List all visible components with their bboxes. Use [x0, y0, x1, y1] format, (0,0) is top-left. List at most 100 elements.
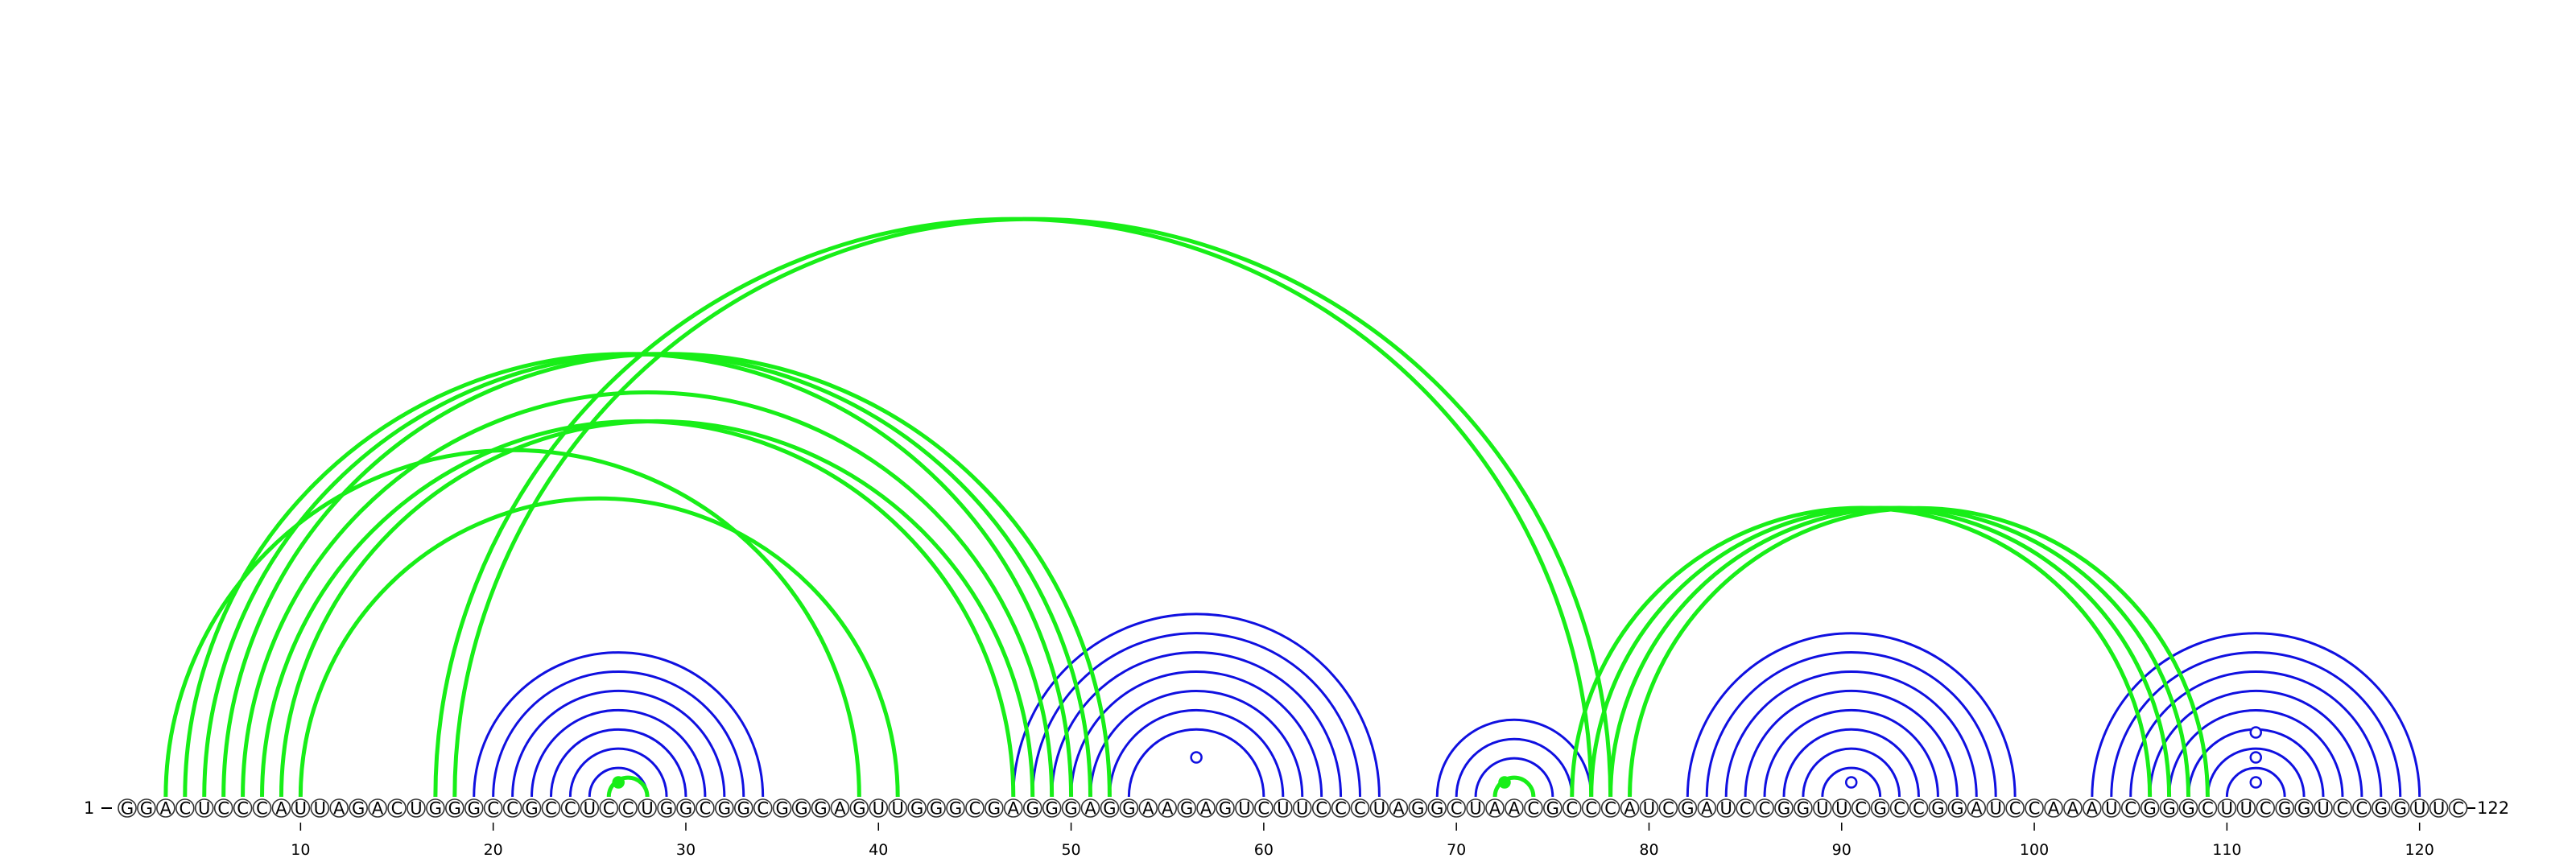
- base-44: G: [947, 799, 964, 819]
- arc-marker-3: [1846, 778, 1856, 788]
- base-21: C: [504, 799, 522, 819]
- svg-text:G: G: [1411, 799, 1424, 819]
- svg-text:C: C: [217, 799, 229, 819]
- base-42: G: [908, 799, 926, 819]
- svg-text:G: G: [852, 799, 865, 819]
- base-30: G: [677, 799, 695, 819]
- svg-text:U: U: [2413, 799, 2425, 819]
- base-106: G: [2141, 799, 2159, 819]
- base-68: G: [1409, 799, 1426, 819]
- base-114: G: [2295, 799, 2313, 819]
- svg-text:C: C: [1335, 799, 1347, 819]
- base-33: G: [735, 799, 753, 819]
- svg-text:G: G: [1122, 799, 1135, 819]
- svg-text:C: C: [2124, 799, 2136, 819]
- base-79: A: [1621, 799, 1639, 819]
- base-17: G: [427, 799, 444, 819]
- svg-text:U: U: [1835, 799, 1847, 819]
- svg-text:G: G: [1064, 799, 1077, 819]
- base-14: A: [369, 799, 386, 819]
- svg-text:G: G: [930, 799, 943, 819]
- svg-text:U: U: [1990, 799, 2002, 819]
- base-117: C: [2353, 799, 2371, 819]
- base-72: A: [1486, 799, 1504, 819]
- base-37: G: [811, 799, 829, 819]
- arc-marker-2: [1191, 753, 1202, 763]
- base-19: G: [465, 799, 483, 819]
- svg-text:C: C: [1585, 799, 1597, 819]
- svg-text:C: C: [2452, 799, 2464, 819]
- arcs-layer: [166, 219, 2420, 797]
- svg-text:G: G: [352, 799, 365, 819]
- svg-text:U: U: [295, 799, 307, 819]
- svg-text:G: G: [2297, 799, 2310, 819]
- base-105: C: [2122, 799, 2140, 819]
- svg-text:G: G: [429, 799, 442, 819]
- svg-text:U: U: [1277, 799, 1289, 819]
- base-60: C: [1255, 799, 1273, 819]
- base-104: U: [2103, 799, 2120, 819]
- base-55: A: [1158, 799, 1176, 819]
- base-22: G: [523, 799, 541, 819]
- svg-text:C: C: [2356, 799, 2368, 819]
- tick-label-10: 10: [291, 841, 310, 858]
- svg-text:G: G: [1681, 799, 1694, 819]
- base-81: C: [1659, 799, 1677, 819]
- base-18: G: [446, 799, 464, 819]
- svg-text:G: G: [1797, 799, 1810, 819]
- base-31: C: [696, 799, 714, 819]
- base-66: U: [1370, 799, 1388, 819]
- svg-text:A: A: [1008, 799, 1020, 819]
- arc-marker-1: [1499, 778, 1509, 788]
- svg-text:G: G: [1103, 799, 1116, 819]
- svg-text:G: G: [2394, 799, 2407, 819]
- base-102: A: [2064, 799, 2082, 819]
- base-9: A: [272, 799, 290, 819]
- svg-text:G: G: [949, 799, 962, 819]
- svg-text:U: U: [1643, 799, 1655, 819]
- svg-text:U: U: [1816, 799, 1828, 819]
- base-84: U: [1717, 799, 1735, 819]
- svg-text:C: C: [256, 799, 268, 819]
- base-110: U: [2218, 799, 2235, 819]
- svg-text:G: G: [2278, 799, 2291, 819]
- svg-text:G: G: [1931, 799, 1944, 819]
- base-32: G: [716, 799, 733, 819]
- base-69: G: [1428, 799, 1446, 819]
- svg-text:G: G: [2162, 799, 2175, 819]
- arc-marker-5: [2251, 753, 2261, 763]
- svg-text:U: U: [1238, 799, 1250, 819]
- base-113: G: [2276, 799, 2293, 819]
- base-23: C: [542, 799, 559, 819]
- svg-text:U: U: [584, 799, 596, 819]
- svg-text:G: G: [1777, 799, 1790, 819]
- base-29: G: [658, 799, 675, 819]
- base-93: C: [1891, 799, 1909, 819]
- svg-text:G: G: [814, 799, 827, 819]
- base-13: G: [349, 799, 367, 819]
- end-label: 122: [2477, 798, 2509, 818]
- svg-text:U: U: [2240, 799, 2252, 819]
- svg-text:G: G: [910, 799, 923, 819]
- base-48: G: [1024, 799, 1042, 819]
- base-90: U: [1833, 799, 1851, 819]
- svg-text:A: A: [1162, 799, 1174, 819]
- tick-label-110: 110: [2212, 841, 2241, 858]
- svg-text:U: U: [2105, 799, 2117, 819]
- base-97: A: [1967, 799, 1985, 819]
- base-59: U: [1236, 799, 1253, 819]
- base-10: U: [291, 799, 309, 819]
- base-2: G: [138, 799, 155, 819]
- arc-marker-4: [2251, 778, 2261, 788]
- svg-text:C: C: [1315, 799, 1327, 819]
- svg-text:U: U: [2317, 799, 2329, 819]
- base-16: U: [407, 799, 425, 819]
- svg-text:C: C: [1855, 799, 1867, 819]
- base-4: C: [176, 799, 194, 819]
- svg-text:G: G: [737, 799, 750, 819]
- svg-text:C: C: [1893, 799, 1905, 819]
- base-115: U: [2314, 799, 2332, 819]
- blue-arc-25: [2092, 633, 2420, 797]
- base-11: U: [311, 799, 328, 819]
- svg-text:U: U: [2433, 799, 2445, 819]
